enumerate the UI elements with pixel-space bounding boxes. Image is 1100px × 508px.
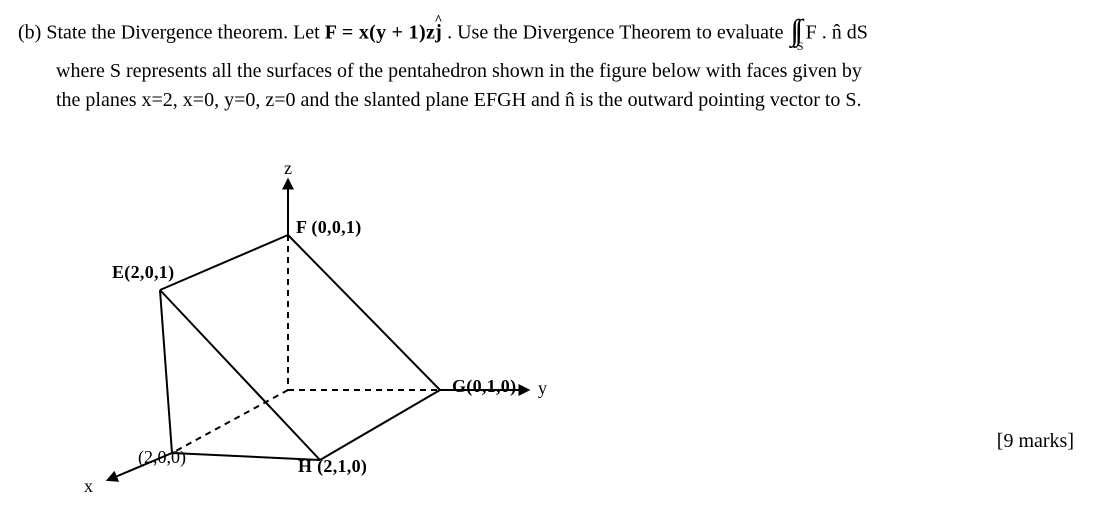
y-axis-label: y	[538, 378, 547, 399]
edge-GH	[320, 390, 440, 460]
point-E-label: E(2,0,1)	[112, 262, 174, 283]
problem-line-2: where S represents all the surfaces of t…	[56, 60, 1082, 83]
line2-text: where S represents all the surfaces of t…	[56, 60, 862, 82]
part-label: (b)	[18, 21, 41, 43]
point-H-label: H (2,1,0)	[298, 456, 367, 477]
n-hat: n̂	[565, 89, 575, 111]
line3-text-a: the planes x=2, x=0, y=0, z=0 and the sl…	[56, 89, 565, 111]
unit-vector-j: j	[435, 21, 442, 44]
point-G-label: G(0,1,0)	[452, 376, 516, 397]
surface-integral: ∫∫S	[790, 14, 803, 54]
edge-EF	[160, 235, 288, 290]
line1-text-b: . Use the Divergence Theorem to evaluate	[447, 21, 788, 43]
marks-label: [9 marks]	[997, 430, 1074, 453]
point-F-label: F (0,0,1)	[296, 217, 362, 238]
edge-OA-hidden	[172, 390, 288, 453]
edge-HE	[160, 290, 320, 460]
integral-subscript: S	[797, 39, 804, 53]
line1-text-a: State the Divergence theorem. Let	[46, 21, 324, 43]
line3-text-b: is the outward pointing vector to S.	[575, 89, 862, 111]
problem-line-3: the planes x=2, x=0, y=0, z=0 and the sl…	[56, 89, 1082, 112]
problem-line-1: (b) State the Divergence theorem. Let F …	[18, 14, 1082, 54]
integrand: F . n̂ dS	[806, 21, 868, 43]
edge-EA	[160, 290, 172, 453]
edge-FG	[288, 235, 440, 390]
pentahedron-figure: z y x E(2,0,1) F (0,0,1) G(0,1,0) H (2,1…	[60, 160, 610, 500]
vector-F: F = x(y + 1)z	[325, 21, 435, 43]
z-axis-label: z	[284, 158, 292, 179]
point-A-label: (2,0,0)	[138, 447, 186, 468]
x-axis-label: x	[84, 476, 93, 497]
